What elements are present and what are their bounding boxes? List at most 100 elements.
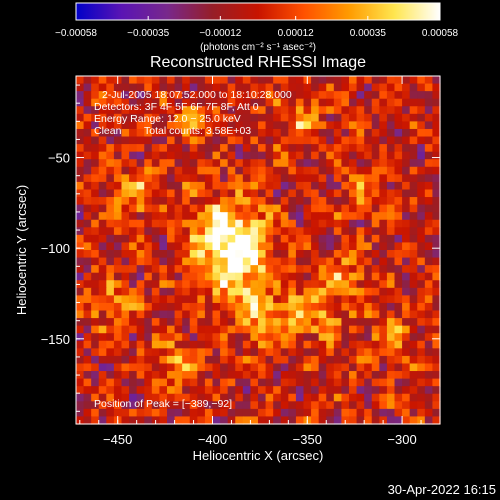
heatmap-cell — [356, 265, 365, 274]
heatmap-cell — [288, 76, 297, 85]
heatmap-cell — [76, 371, 85, 380]
heatmap-cell — [311, 302, 320, 312]
heatmap-cell — [273, 295, 282, 304]
heatmap-cell — [113, 355, 123, 365]
heatmap-cell — [417, 363, 426, 372]
heatmap-cell — [189, 295, 198, 304]
heatmap-cell — [311, 91, 320, 100]
heatmap-cell — [295, 340, 305, 349]
heatmap-cell — [159, 128, 168, 138]
heatmap-cell — [326, 219, 335, 228]
heatmap-cell — [356, 310, 365, 319]
heatmap-cell — [258, 242, 267, 251]
heatmap-cell — [250, 325, 259, 334]
heatmap-cell — [113, 91, 123, 100]
heatmap-cell — [402, 181, 411, 191]
heatmap-cell — [280, 121, 289, 130]
heatmap-cell — [113, 393, 123, 402]
heatmap-cell — [356, 340, 365, 349]
heatmap-cell — [258, 272, 267, 281]
heatmap-cell — [280, 280, 289, 289]
heatmap-cell — [356, 378, 365, 387]
heatmap-cell — [197, 189, 206, 198]
heatmap-cell — [144, 234, 153, 244]
heatmap-cell — [91, 212, 100, 221]
heatmap-cell — [121, 91, 130, 100]
heatmap-cell — [280, 212, 289, 221]
heatmap-cell — [326, 121, 335, 130]
heatmap-cell — [189, 310, 198, 319]
heatmap-cell — [364, 250, 373, 259]
heatmap-cell — [295, 280, 305, 289]
heatmap-cell — [242, 333, 252, 342]
heatmap-cell — [167, 318, 176, 327]
heatmap-cell — [333, 325, 343, 334]
heatmap-cell — [311, 333, 320, 342]
heatmap-cell — [91, 302, 100, 312]
heatmap-cell — [303, 181, 312, 191]
heatmap-cell — [394, 272, 403, 281]
heatmap-cell — [364, 174, 373, 183]
heatmap-cell — [364, 91, 373, 100]
heatmap-cell — [106, 151, 115, 160]
heatmap-cell — [394, 113, 403, 122]
heatmap-cell — [136, 280, 145, 289]
heatmap-cell — [91, 181, 100, 191]
heatmap-cell — [394, 234, 403, 244]
heatmap-cell — [167, 212, 176, 221]
heatmap-cell — [326, 272, 335, 281]
heatmap-cell — [189, 212, 198, 221]
heatmap-cell — [356, 113, 365, 122]
heatmap-cell — [265, 310, 274, 319]
heatmap-cell — [417, 98, 426, 107]
heatmap-cell — [273, 310, 282, 319]
heatmap-cell — [204, 212, 214, 221]
heatmap-cell — [250, 212, 259, 221]
heatmap-cell — [432, 219, 441, 228]
heatmap-cell — [98, 113, 107, 122]
heatmap-cell — [409, 91, 418, 100]
heatmap-cell — [258, 128, 267, 138]
heatmap-cell — [121, 265, 130, 274]
heatmap-cell — [295, 121, 305, 130]
heatmap-cell — [83, 386, 92, 395]
heatmap-cell — [136, 219, 145, 228]
heatmap-cell — [242, 91, 252, 100]
heatmap-cell — [250, 151, 259, 160]
heatmap-cell — [159, 272, 168, 281]
heatmap-cell — [144, 318, 153, 327]
heatmap-cell — [98, 348, 107, 357]
heatmap-cell — [364, 189, 373, 198]
heatmap-cell — [144, 363, 153, 372]
heatmap-cell — [83, 128, 92, 138]
heatmap-cell — [144, 371, 153, 380]
heatmap-cell — [106, 363, 115, 372]
heatmap-cell — [113, 257, 123, 266]
heatmap-cell — [212, 408, 221, 418]
heatmap-cell — [333, 272, 343, 281]
heatmap-cell — [189, 76, 198, 85]
heatmap-cell — [144, 265, 153, 274]
heatmap-cell — [151, 295, 161, 304]
heatmap-cell — [227, 340, 236, 349]
heatmap-cell — [204, 76, 214, 85]
heatmap-cell — [167, 98, 176, 107]
heatmap-cell — [364, 401, 373, 410]
heatmap-cell — [432, 355, 441, 365]
heatmap-cell — [212, 212, 221, 221]
heatmap-cell — [303, 174, 312, 183]
heatmap-cell — [182, 416, 191, 425]
heatmap-cell — [402, 212, 411, 221]
heatmap-cell — [303, 128, 312, 138]
heatmap-cell — [220, 234, 229, 244]
heatmap-cell — [409, 401, 418, 410]
heatmap-cell — [151, 378, 161, 387]
heatmap-cell — [136, 113, 145, 122]
heatmap-cell — [273, 151, 282, 160]
heatmap-cell — [167, 204, 176, 213]
heatmap-cell — [333, 408, 343, 418]
heatmap-cell — [220, 325, 229, 334]
heatmap-cell — [288, 318, 297, 327]
heatmap-cell — [409, 83, 418, 92]
heatmap-cell — [311, 128, 320, 138]
